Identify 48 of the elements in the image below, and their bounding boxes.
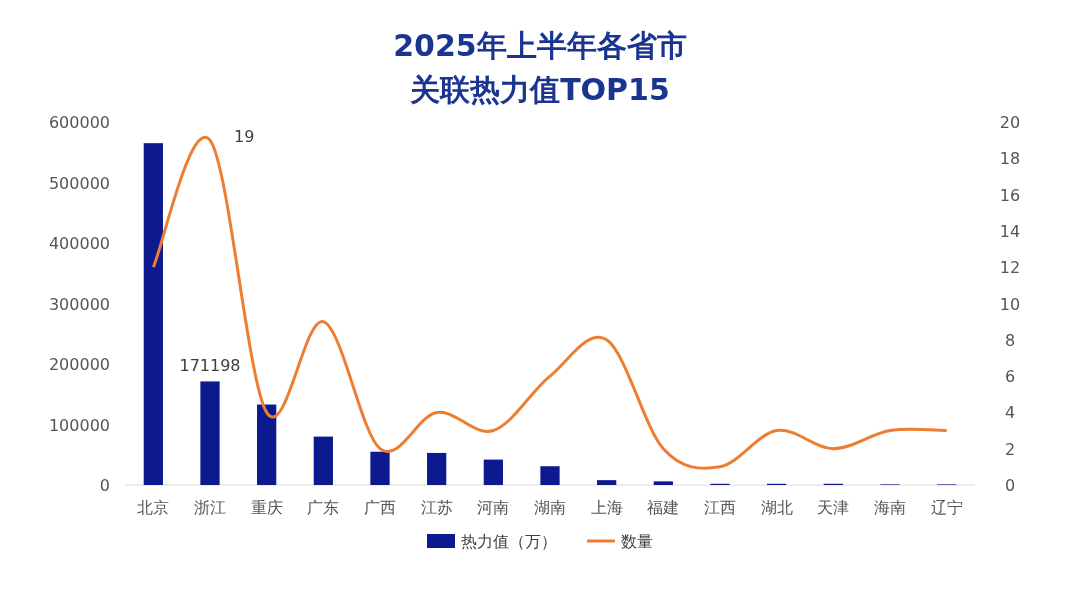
x-tick-label: 江西 (704, 498, 736, 517)
y2-tick-label: 14 (999, 221, 1021, 241)
x-tick-label: 辽宁 (930, 498, 963, 517)
y2-tick-label: 8 (1004, 330, 1016, 350)
x-tick-label: 广西 (364, 498, 396, 517)
legend-label: 数量 (621, 532, 653, 551)
y2-tick-label: 16 (999, 185, 1021, 205)
bar (257, 404, 277, 485)
y2-tick-label: 2 (1004, 439, 1016, 459)
x-tick-label: 上海 (590, 498, 623, 517)
y-tick-label: 200000 (48, 355, 110, 374)
y-tick-label: 400000 (48, 234, 110, 253)
bar (200, 381, 220, 485)
y2-tick-label: 6 (1004, 367, 1016, 387)
legend-label: 热力值（万） (461, 532, 557, 551)
x-tick-label: 天津 (817, 498, 850, 517)
bar (653, 481, 673, 485)
bar (370, 451, 390, 485)
y2-tick-label: 20 (999, 113, 1021, 132)
x-tick-label: 湖南 (534, 498, 566, 517)
y-tick-label: 600000 (48, 113, 110, 132)
bar (483, 459, 503, 485)
x-tick-label: 北京 (137, 498, 170, 517)
y-tick-label: 500000 (48, 173, 110, 193)
x-tick-label: 湖北 (760, 498, 793, 517)
data-label: 171198 (179, 356, 241, 376)
x-tick-label: 福建 (647, 498, 680, 517)
bar (427, 452, 447, 485)
x-tick-label: 海南 (874, 498, 906, 517)
chart-title: 2025年上半年各省市关联热力值TOP15 (392, 27, 688, 109)
x-tick-label: 广东 (307, 498, 340, 517)
x-tick-label: 江苏 (420, 498, 453, 517)
bar (597, 480, 617, 485)
bar (143, 143, 163, 485)
x-tick-label: 浙江 (194, 498, 226, 517)
y2-tick-label: 10 (999, 294, 1021, 314)
y-tick-label: 0 (99, 476, 110, 495)
bar (540, 466, 560, 485)
y2-tick-label: 18 (999, 149, 1021, 169)
y2-tick-label: 12 (999, 258, 1021, 278)
y2-tick-label: 4 (1004, 403, 1016, 423)
x-tick-label: 重庆 (250, 498, 283, 517)
x-tick-label: 河南 (477, 498, 510, 517)
y-tick-label: 100000 (48, 415, 110, 435)
y2-tick-label: 0 (1004, 476, 1016, 495)
y-tick-label: 300000 (48, 294, 110, 314)
bar (313, 436, 333, 485)
data-label: 19 (234, 127, 255, 147)
